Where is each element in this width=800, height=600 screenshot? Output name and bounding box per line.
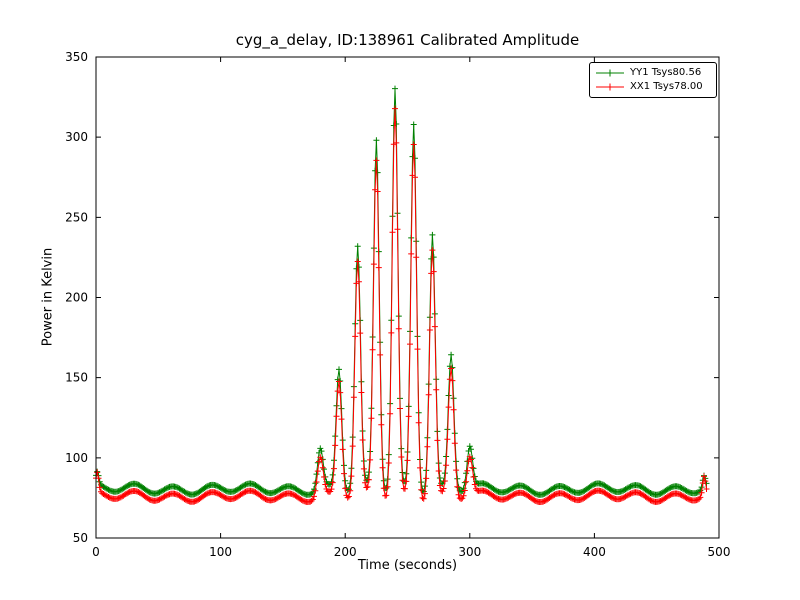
tick-marks [95, 56, 720, 539]
x-tick-label: 200 [334, 545, 357, 559]
yy1-line-marker-icon [596, 69, 624, 77]
x-tick-label: 400 [583, 545, 606, 559]
legend-entry-xx1: XX1 Tsys78.00 [595, 80, 711, 94]
legend-label-xx1: XX1 Tsys78.00 [630, 81, 703, 92]
legend-entry-yy1: YY1 Tsys80.56 [595, 66, 711, 80]
y-tick-label: 100 [65, 451, 88, 465]
series-line-1 [95, 108, 707, 503]
y-tick-label: 250 [65, 210, 88, 224]
y-tick-label: 50 [73, 531, 88, 545]
x-tick-label: 100 [209, 545, 232, 559]
x-tick-label: 300 [458, 545, 481, 559]
y-tick-label: 150 [65, 371, 88, 385]
series-line-0 [95, 88, 707, 496]
x-axis-label: Time (seconds) [357, 558, 458, 573]
xx1-line-marker-icon [596, 83, 624, 91]
x-tick-label: 0 [92, 545, 100, 559]
y-tick-label: 200 [65, 291, 88, 305]
legend: YY1 Tsys80.56 XX1 Tsys78.00 [589, 62, 717, 98]
y-tick-label: 300 [65, 130, 88, 144]
x-tick-label: 500 [708, 545, 731, 559]
y-tick-label: 350 [65, 50, 88, 64]
legend-label-yy1: YY1 Tsys80.56 [630, 67, 702, 78]
chart-title: cyg_a_delay, ID:138961 Calibrated Amplit… [235, 31, 580, 49]
y-axis-label: Power in Kelvin [40, 247, 56, 347]
